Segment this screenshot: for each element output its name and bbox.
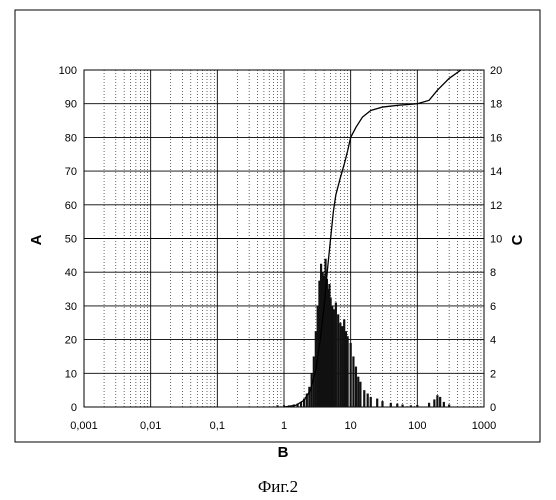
histogram-bar	[367, 394, 369, 407]
histogram-bar	[439, 397, 441, 407]
y-left-tick-label: 0	[71, 402, 77, 414]
histogram-bar	[337, 314, 339, 407]
x-tick-label: 0,01	[140, 420, 161, 432]
y-right-tick-label: 8	[490, 267, 496, 279]
y-left-tick-label: 40	[65, 267, 77, 279]
histogram-bar	[363, 390, 365, 407]
histogram-bar	[448, 404, 450, 407]
y-right-tick-label: 4	[490, 335, 496, 347]
histogram-bar	[352, 356, 354, 407]
y-left-tick-label: 30	[65, 301, 77, 313]
y-right-tick-label: 16	[490, 132, 502, 144]
y-right-tick-label: 18	[490, 99, 502, 111]
histogram-bar	[436, 395, 438, 407]
histogram-bar	[433, 399, 435, 407]
y-right-tick-label: 12	[490, 200, 502, 212]
y-right-tick-label: 0	[490, 402, 496, 414]
histogram-bar	[410, 405, 412, 407]
histogram-bar	[359, 382, 361, 407]
histogram-bar	[333, 309, 335, 407]
histogram-bar	[347, 336, 349, 407]
histogram-bar	[370, 397, 372, 407]
y-right-tick-label: 14	[490, 166, 502, 178]
y-right-tick-label: 6	[490, 301, 496, 313]
x-axis-label: B	[278, 444, 289, 461]
histogram-bar	[401, 404, 403, 407]
histogram-bar	[428, 403, 430, 407]
y-right-axis-label: C	[509, 234, 526, 245]
figure-caption: Фиг.2	[258, 477, 298, 496]
x-tick-label: 10	[345, 420, 357, 432]
y-left-tick-label: 80	[65, 132, 77, 144]
y-right-tick-label: 10	[490, 234, 502, 246]
y-left-axis-label: A	[28, 234, 45, 245]
histogram-bar	[381, 401, 383, 407]
y-left-tick-label: 90	[65, 99, 77, 111]
histogram-bar	[276, 405, 278, 407]
histogram-bar	[357, 377, 359, 407]
x-tick-label: 0,1	[210, 420, 225, 432]
histogram-bar	[443, 402, 445, 407]
x-tick-label: 0,001	[70, 420, 98, 432]
x-tick-label: 100	[408, 420, 426, 432]
histogram-bar	[339, 323, 341, 407]
y-left-tick-label: 100	[59, 65, 77, 77]
y-left-tick-label: 50	[65, 234, 77, 246]
histogram-bar	[335, 303, 337, 407]
y-right-tick-label: 20	[490, 65, 502, 77]
histogram-bar	[396, 404, 398, 407]
histogram-bar	[350, 343, 352, 407]
y-left-tick-label: 60	[65, 200, 77, 212]
y-left-tick-label: 10	[65, 368, 77, 380]
histogram-bar	[416, 405, 418, 407]
x-tick-label: 1000	[472, 420, 496, 432]
histogram-bar	[355, 367, 357, 407]
y-left-tick-label: 70	[65, 166, 77, 178]
x-tick-label: 1	[281, 420, 287, 432]
y-right-tick-label: 2	[490, 368, 496, 380]
histogram-bar	[390, 403, 392, 407]
y-left-tick-label: 20	[65, 335, 77, 347]
histogram-bar	[376, 399, 378, 407]
